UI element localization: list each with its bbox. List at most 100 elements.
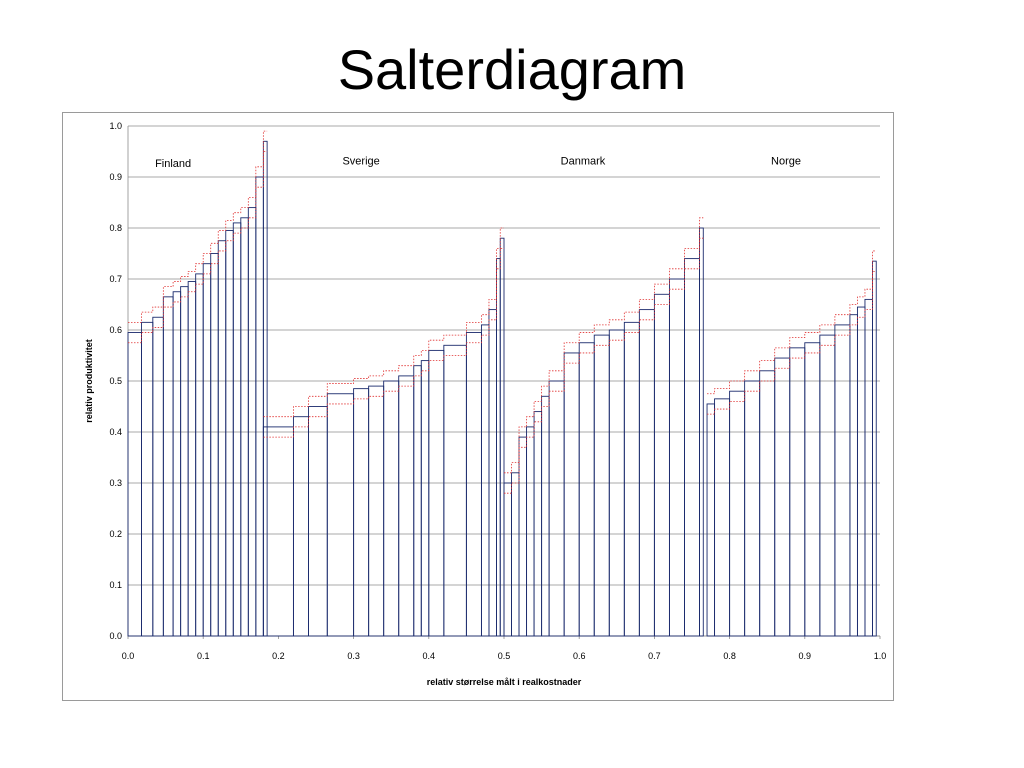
region-labels: Finland Sverige Danmark Norge xyxy=(155,155,801,170)
bar-danmark xyxy=(533,411,543,637)
bar-finland xyxy=(255,176,264,637)
lower-bound-norge xyxy=(707,270,877,415)
bar-norge xyxy=(714,398,731,637)
bar-sverige xyxy=(326,393,355,637)
y-axis-title: relativ produktivitet xyxy=(84,339,94,423)
bar-sverige xyxy=(413,365,422,637)
bar-finland xyxy=(247,207,257,637)
bar-danmark xyxy=(593,334,610,637)
bar-danmark xyxy=(548,380,565,637)
bar-finland xyxy=(127,332,142,637)
bar-finland xyxy=(202,263,212,637)
bar-danmark xyxy=(668,278,685,637)
bar-sverige xyxy=(443,344,467,637)
bar-sverige xyxy=(368,385,385,637)
y-tick-label: 0.6 xyxy=(109,325,122,335)
x-axis-title: relativ størrelse målt i realkostnader xyxy=(427,677,582,687)
region-label-finland: Finland xyxy=(155,158,191,170)
bar-norge xyxy=(706,403,716,637)
bar-sverige xyxy=(488,309,497,637)
lower-bound-danmark xyxy=(504,237,704,494)
y-tick-label: 0.4 xyxy=(109,427,122,437)
bar-finland xyxy=(232,222,242,637)
y-tick-label: 0.3 xyxy=(109,478,122,488)
x-tick-label: 1.0 xyxy=(874,651,887,661)
bar-sverige xyxy=(398,375,415,637)
bar-finland xyxy=(187,281,197,637)
bar-norge xyxy=(804,342,821,637)
bar-sverige xyxy=(465,332,482,637)
slide-title: Salterdiagram xyxy=(337,38,687,101)
bar-norge xyxy=(789,347,806,637)
x-tick-label: 0.5 xyxy=(498,651,511,661)
bar-sverige xyxy=(262,426,294,637)
bar-norge xyxy=(729,390,746,637)
bar-finland xyxy=(217,240,227,637)
bar-norge xyxy=(759,370,776,637)
region-label-danmark: Danmark xyxy=(561,155,606,167)
bar-danmark xyxy=(503,482,512,637)
bar-norge xyxy=(849,314,858,637)
bar-finland xyxy=(225,230,234,637)
x-tick-label: 0.4 xyxy=(423,651,436,661)
bar-danmark xyxy=(578,342,595,637)
x-tick-label: 0.2 xyxy=(272,651,285,661)
bar-finland xyxy=(141,321,154,637)
x-tick-label: 0.0 xyxy=(122,651,135,661)
bar-danmark xyxy=(684,258,700,637)
tick-labels: 0.0 0.1 0.2 0.3 0.4 0.5 0.6 0.7 0.8 0.9 1.0 0.0 0.1 0… xyxy=(109,121,886,661)
x-tick-label: 0.8 xyxy=(723,651,736,661)
upper-bound-danmark xyxy=(504,217,704,474)
lower-bound-sverige xyxy=(263,248,504,438)
bar-norge xyxy=(856,306,866,637)
bar-sverige xyxy=(499,237,505,637)
x-tick-label: 0.7 xyxy=(648,651,661,661)
bar-danmark xyxy=(526,426,535,637)
bar-finland xyxy=(180,286,189,637)
bar-danmark xyxy=(638,309,655,637)
bounds-layer xyxy=(128,130,877,494)
bar-sverige xyxy=(292,416,309,637)
y-tick-label: 0.2 xyxy=(109,529,122,539)
lower-bound-finland xyxy=(128,151,268,344)
y-tick-label: 0.8 xyxy=(109,223,122,233)
y-tick-label: 1.0 xyxy=(109,121,122,131)
bar-sverige xyxy=(480,324,490,637)
upper-bound-finland xyxy=(128,130,268,323)
y-tick-label: 0.5 xyxy=(109,376,122,386)
upper-bound-norge xyxy=(707,250,877,395)
x-tick-label: 0.3 xyxy=(347,651,360,661)
bar-danmark xyxy=(623,321,640,637)
bar-finland xyxy=(210,253,219,637)
chart-frame xyxy=(62,112,894,701)
bar-norge xyxy=(864,298,873,637)
bar-danmark xyxy=(511,472,520,637)
bar-finland xyxy=(240,217,249,637)
bars-layer xyxy=(127,140,877,637)
bar-sverige xyxy=(496,258,501,637)
bar-finland xyxy=(152,316,164,637)
region-label-sverige: Sverige xyxy=(342,155,379,167)
bar-finland xyxy=(262,140,268,637)
bar-danmark xyxy=(518,436,528,637)
bar-finland xyxy=(172,291,182,637)
bar-norge xyxy=(834,324,851,637)
bar-norge xyxy=(819,334,836,637)
bar-norge xyxy=(744,380,761,637)
bar-sverige xyxy=(353,388,370,637)
bar-finland xyxy=(195,273,204,637)
bar-norge xyxy=(872,260,877,637)
upper-bound-sverige xyxy=(263,227,504,418)
bar-sverige xyxy=(428,349,445,637)
x-tick-label: 0.6 xyxy=(573,651,586,661)
y-tick-label: 0.1 xyxy=(109,580,122,590)
x-tick-label: 0.1 xyxy=(197,651,210,661)
region-label-norge: Norge xyxy=(771,155,801,167)
bar-danmark xyxy=(563,352,580,637)
bar-sverige xyxy=(308,406,328,637)
bar-sverige xyxy=(383,380,400,637)
y-tick-label: 0.9 xyxy=(109,172,122,182)
y-tick-label: 0.0 xyxy=(109,631,122,641)
y-tick-label: 0.7 xyxy=(109,274,122,284)
